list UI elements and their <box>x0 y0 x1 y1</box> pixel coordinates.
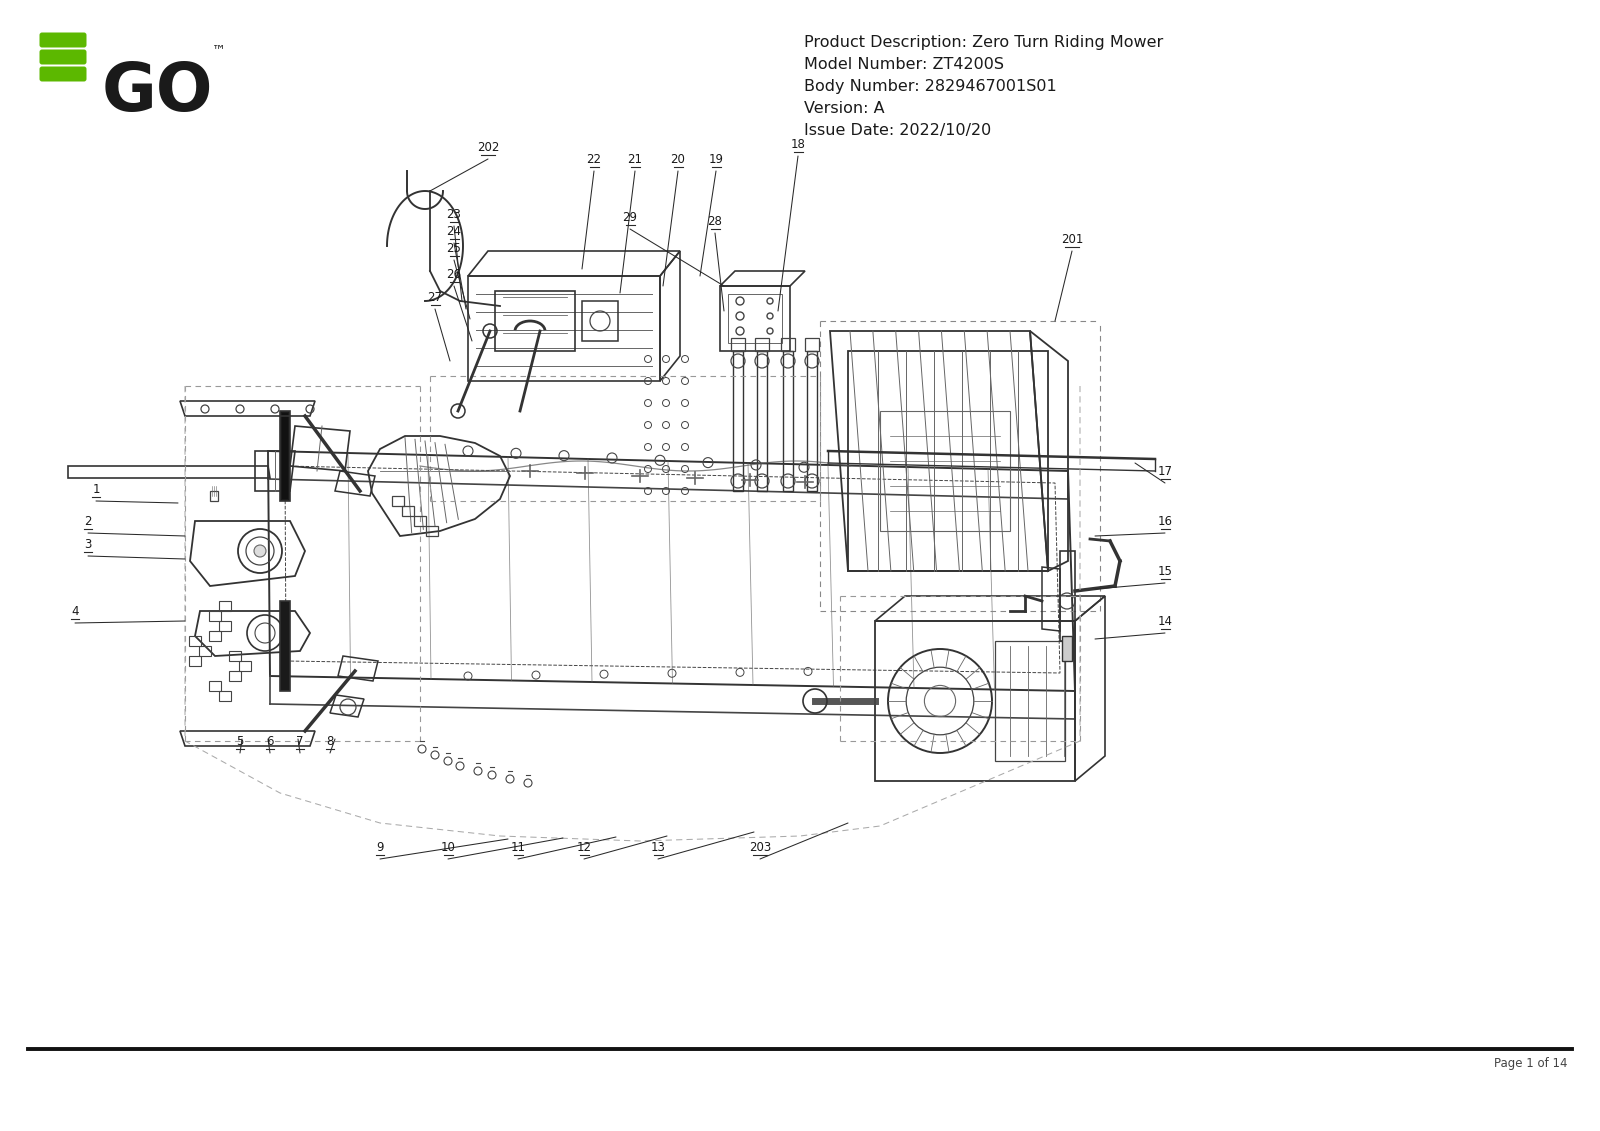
Polygon shape <box>282 413 288 499</box>
Text: 25: 25 <box>446 242 461 254</box>
Polygon shape <box>1062 636 1072 661</box>
Polygon shape <box>280 601 290 691</box>
Text: Body Number: 2829467001S01: Body Number: 2829467001S01 <box>805 79 1056 94</box>
FancyBboxPatch shape <box>40 50 86 64</box>
Text: 14: 14 <box>1157 615 1173 628</box>
Text: 21: 21 <box>627 153 643 166</box>
Text: GO: GO <box>102 59 213 126</box>
Text: 8: 8 <box>326 735 334 748</box>
Text: 9: 9 <box>376 841 384 854</box>
Text: Version: A: Version: A <box>805 101 885 116</box>
Text: Issue Date: 2022/10/20: Issue Date: 2022/10/20 <box>805 123 992 138</box>
Text: 28: 28 <box>707 215 723 228</box>
Text: 5: 5 <box>237 735 243 748</box>
Text: 12: 12 <box>576 841 592 854</box>
Text: 201: 201 <box>1061 233 1083 247</box>
Text: Product Description: Zero Turn Riding Mower: Product Description: Zero Turn Riding Mo… <box>805 35 1163 50</box>
Text: 15: 15 <box>1157 566 1173 578</box>
Text: 16: 16 <box>1157 515 1173 528</box>
Text: 1: 1 <box>93 483 99 497</box>
Text: 19: 19 <box>709 153 723 166</box>
Text: 18: 18 <box>790 138 805 152</box>
Text: 13: 13 <box>651 841 666 854</box>
Text: 10: 10 <box>440 841 456 854</box>
FancyBboxPatch shape <box>40 67 86 81</box>
Polygon shape <box>280 411 290 501</box>
Text: 29: 29 <box>622 211 637 224</box>
Text: 20: 20 <box>670 153 685 166</box>
Text: 3: 3 <box>85 538 91 551</box>
Circle shape <box>254 545 266 556</box>
Text: 24: 24 <box>446 225 461 238</box>
Text: Model Number: ZT4200S: Model Number: ZT4200S <box>805 57 1005 72</box>
FancyBboxPatch shape <box>40 33 86 48</box>
Text: 2: 2 <box>85 515 91 528</box>
Text: Page 1 of 14: Page 1 of 14 <box>1494 1056 1568 1070</box>
Text: 203: 203 <box>749 841 771 854</box>
Text: 23: 23 <box>446 208 461 221</box>
Text: 6: 6 <box>266 735 274 748</box>
Text: 7: 7 <box>296 735 304 748</box>
Text: 4: 4 <box>72 605 78 618</box>
Text: ™: ™ <box>211 43 226 57</box>
Text: 11: 11 <box>510 841 525 854</box>
Text: 27: 27 <box>427 291 443 304</box>
Text: 17: 17 <box>1157 465 1173 478</box>
Text: 22: 22 <box>587 153 602 166</box>
Text: 26: 26 <box>446 268 461 280</box>
Text: 202: 202 <box>477 141 499 154</box>
